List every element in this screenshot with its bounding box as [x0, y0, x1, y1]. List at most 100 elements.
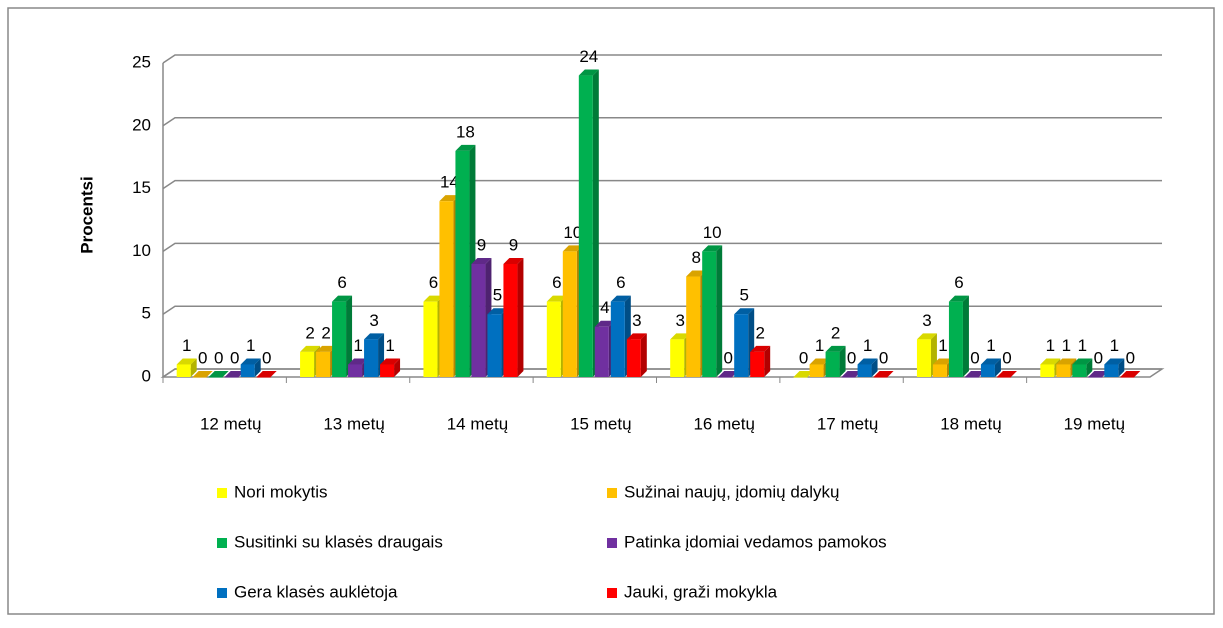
bar-top [256, 371, 277, 377]
data-label: 0 [723, 348, 732, 367]
x-tick-label: 15 metų [570, 414, 631, 433]
bar-front [857, 364, 872, 377]
bar-side [517, 257, 524, 377]
bar-top [240, 358, 261, 365]
data-label: 1 [246, 336, 255, 355]
bar-top [734, 308, 755, 315]
bar-front [793, 377, 808, 378]
bar-front [192, 377, 207, 378]
bar-top [503, 257, 524, 264]
bar-front [348, 364, 363, 377]
x-tick-label: 13 metų [323, 414, 384, 433]
grid-line [162, 54, 1162, 64]
data-label: 24 [579, 47, 598, 66]
data-label: 4 [600, 298, 609, 317]
data-label: 6 [954, 273, 963, 292]
bar [1088, 371, 1109, 378]
bar-top [332, 295, 353, 302]
bar-side [871, 358, 878, 377]
bar-side [346, 295, 353, 377]
bar [1072, 358, 1093, 377]
data-label: 0 [799, 348, 808, 367]
bar-front [718, 377, 733, 378]
bar-front [471, 263, 486, 377]
bar-side [764, 345, 771, 377]
legend-swatch [607, 538, 617, 548]
bar-top [471, 257, 492, 264]
bar [240, 358, 261, 377]
legend-swatch [217, 488, 227, 498]
x-tick-label: 17 metų [817, 414, 878, 433]
bar-top [316, 345, 337, 352]
bar-front [332, 301, 347, 377]
bar-front [546, 301, 561, 377]
data-label: 2 [755, 323, 764, 342]
bar [503, 257, 524, 377]
bar-top [192, 371, 213, 377]
y-tick-label: 0 [142, 366, 151, 385]
data-label: 5 [493, 286, 502, 305]
bar-side [394, 358, 401, 377]
bar-side [640, 333, 647, 377]
data-label: 3 [922, 311, 931, 330]
bar [1120, 371, 1141, 378]
data-label: 1 [353, 336, 362, 355]
y-tick-label: 5 [142, 304, 151, 323]
bar [176, 358, 197, 377]
data-label: 5 [739, 286, 748, 305]
bar-front [1040, 364, 1055, 377]
bar-top [578, 69, 599, 76]
bar-front [809, 364, 824, 377]
bar-top [841, 371, 862, 377]
legend-label: Susitinki su klasės draugais [234, 532, 443, 551]
bar-front [841, 377, 856, 378]
bar-top [1120, 371, 1141, 377]
bar-front [1088, 377, 1103, 378]
bar-top [873, 371, 894, 377]
bar-front [750, 351, 765, 377]
bar-front [439, 201, 454, 377]
bar-top [1104, 358, 1125, 365]
data-label: 10 [703, 223, 722, 242]
bar [208, 371, 229, 378]
bar-top [610, 295, 631, 302]
bar-front [1056, 364, 1071, 377]
bar [702, 245, 723, 377]
bar-top [670, 333, 691, 340]
data-label: 0 [1126, 348, 1135, 367]
data-label: 3 [369, 311, 378, 330]
bar-side [716, 245, 723, 377]
bar-front [1120, 377, 1135, 378]
grid-line [162, 117, 1162, 127]
y-tick-label: 25 [132, 52, 151, 71]
bar-top [718, 371, 739, 377]
legend-swatch [607, 488, 617, 498]
bar [857, 358, 878, 377]
bar-front [1104, 364, 1119, 377]
bar-top [1040, 358, 1061, 365]
data-label: 2 [831, 323, 840, 342]
bar-front [208, 377, 223, 378]
bar-top [380, 358, 401, 365]
bar [192, 371, 213, 378]
data-label: 6 [429, 273, 438, 292]
bar-side [592, 69, 599, 377]
data-label: 1 [863, 336, 872, 355]
bar-top [809, 358, 830, 365]
bar-top [702, 245, 723, 252]
bar-front [423, 301, 438, 377]
data-label: 0 [198, 348, 207, 367]
data-label: 6 [337, 273, 346, 292]
bar-top [996, 371, 1017, 377]
y-tick-label: 10 [132, 241, 151, 260]
bar [626, 333, 647, 377]
bar-top [176, 358, 197, 365]
bar-top [546, 295, 567, 302]
bar [916, 333, 937, 377]
data-label: 1 [1062, 336, 1071, 355]
data-label: 1 [182, 336, 191, 355]
bar [948, 295, 969, 377]
bar-front [964, 377, 979, 378]
bar-top [455, 144, 476, 151]
